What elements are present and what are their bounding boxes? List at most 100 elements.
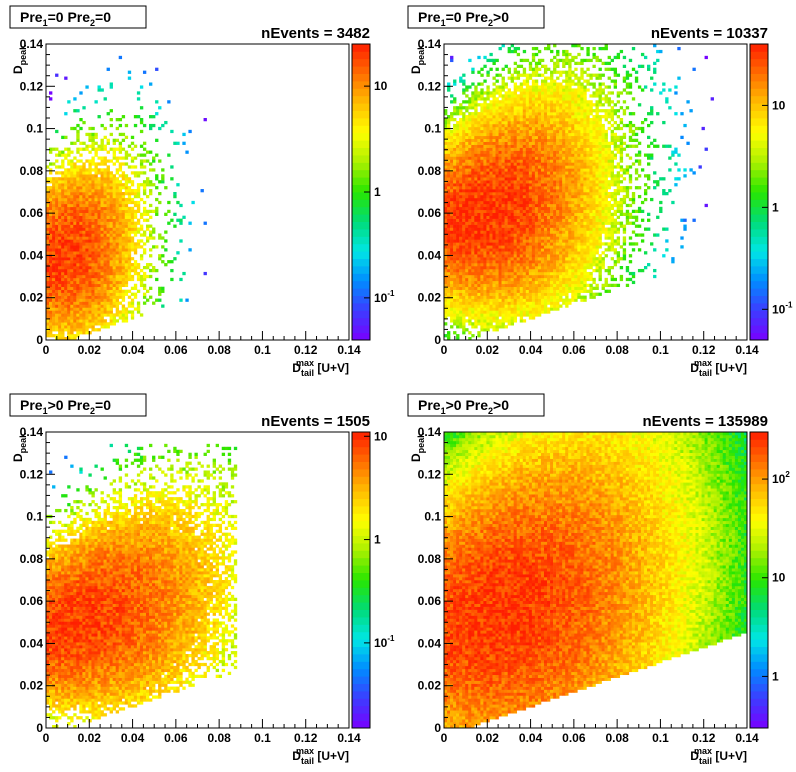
heatmap-cell xyxy=(94,171,98,175)
heatmap-cell xyxy=(468,115,472,119)
heatmap-cell xyxy=(67,168,71,172)
heatmap-cell xyxy=(471,298,475,302)
heatmap-cell xyxy=(480,266,484,270)
heatmap-cell xyxy=(483,254,487,258)
heatmap-cell xyxy=(450,215,454,219)
heatmap-cell xyxy=(149,209,153,214)
heatmap-cell xyxy=(462,319,466,323)
heatmap-cell xyxy=(489,301,493,305)
heatmap-cell xyxy=(480,194,484,199)
heatmap-cell xyxy=(465,271,469,276)
heatmap-cell xyxy=(513,135,518,140)
heatmap-cell xyxy=(462,183,466,187)
heatmap-cell xyxy=(121,233,126,237)
heatmap-cell xyxy=(468,177,472,181)
heatmap-cell xyxy=(480,150,484,154)
heatmap-cell xyxy=(142,200,147,205)
heatmap-cell xyxy=(459,165,463,169)
heatmap-cell xyxy=(522,257,527,261)
heatmap-cell xyxy=(118,286,123,290)
heatmap-cell xyxy=(486,301,490,305)
palette-cell xyxy=(352,95,370,104)
heatmap-cell xyxy=(67,239,71,243)
heatmap-cell xyxy=(109,239,113,243)
heatmap-cell xyxy=(450,227,454,231)
heatmap-cell xyxy=(522,192,527,196)
heatmap-cell xyxy=(453,218,457,222)
heatmap-cell xyxy=(516,230,521,234)
heatmap-cell xyxy=(519,100,524,104)
heatmap-cell xyxy=(100,197,104,202)
heatmap-cell xyxy=(504,304,508,308)
heatmap-cell xyxy=(55,257,59,261)
heatmap-cell xyxy=(103,310,107,314)
heatmap-cell xyxy=(474,123,478,128)
heatmap-cell xyxy=(465,274,469,279)
heatmap-cell xyxy=(124,218,129,222)
heatmap-cell xyxy=(94,147,98,151)
heatmap-cell xyxy=(55,230,59,234)
heatmap-cell xyxy=(495,135,499,140)
heatmap-cell xyxy=(516,215,521,219)
heatmap-cell xyxy=(142,218,147,222)
heatmap-cell xyxy=(112,251,116,255)
heatmap-cell xyxy=(501,88,505,92)
heatmap-cell xyxy=(127,254,132,258)
heatmap-cell xyxy=(492,168,496,172)
heatmap-cell xyxy=(52,197,56,202)
heatmap-cell xyxy=(73,328,77,332)
heatmap-cell xyxy=(492,266,496,270)
heatmap-cell xyxy=(531,180,536,184)
heatmap-cell xyxy=(489,135,493,140)
heatmap-cell xyxy=(504,118,508,122)
heatmap-cell xyxy=(543,245,548,249)
heatmap-cell xyxy=(547,212,551,216)
heatmap-cell xyxy=(519,58,524,63)
heatmap-cell xyxy=(510,203,514,208)
heatmap-cell xyxy=(188,221,192,225)
heatmap-cell xyxy=(124,177,129,181)
heatmap-cell xyxy=(519,271,524,276)
y-tick-label: 0.14 xyxy=(20,37,44,51)
heatmap-cell xyxy=(85,147,89,151)
heatmap-cell xyxy=(498,106,502,110)
heatmap-cell xyxy=(46,283,50,288)
heatmap-cell xyxy=(543,233,548,237)
heatmap-cell xyxy=(453,242,457,246)
heatmap-cell xyxy=(489,218,493,222)
heatmap-cell xyxy=(58,242,62,246)
heatmap-cell xyxy=(537,123,542,128)
heatmap-cell xyxy=(103,289,107,293)
heatmap-cell xyxy=(522,307,527,311)
heatmap-cell xyxy=(64,209,68,214)
heatmap-cell xyxy=(534,254,539,258)
heatmap-cell xyxy=(513,168,518,172)
heatmap-cell xyxy=(495,328,499,332)
heatmap-cell xyxy=(528,283,533,288)
heatmap-cell xyxy=(486,242,490,246)
heatmap-cell xyxy=(103,227,107,231)
heatmap-cell xyxy=(76,212,80,216)
heatmap-cell xyxy=(477,156,481,160)
heatmap-cell xyxy=(73,242,77,246)
heatmap-cell xyxy=(550,283,554,288)
heatmap-cell xyxy=(528,254,533,258)
heatmap-cell xyxy=(528,112,533,116)
heatmap-cell xyxy=(73,268,77,273)
heatmap-cell xyxy=(489,322,493,326)
heatmap-cell xyxy=(73,301,77,305)
heatmap-cell xyxy=(510,200,514,205)
heatmap-cell xyxy=(152,159,156,163)
heatmap-cell xyxy=(489,194,493,199)
heatmap-cell xyxy=(525,251,530,255)
palette-cell xyxy=(352,236,370,245)
heatmap-cell xyxy=(498,212,502,216)
heatmap-cell xyxy=(540,286,545,290)
heatmap-cell xyxy=(510,159,514,163)
heatmap-cell xyxy=(64,268,68,273)
heatmap-cell xyxy=(85,277,89,282)
heatmap-cell xyxy=(477,268,481,273)
heatmap-cell xyxy=(543,67,548,71)
heatmap-cell xyxy=(85,274,89,279)
heatmap-cell xyxy=(534,168,539,172)
